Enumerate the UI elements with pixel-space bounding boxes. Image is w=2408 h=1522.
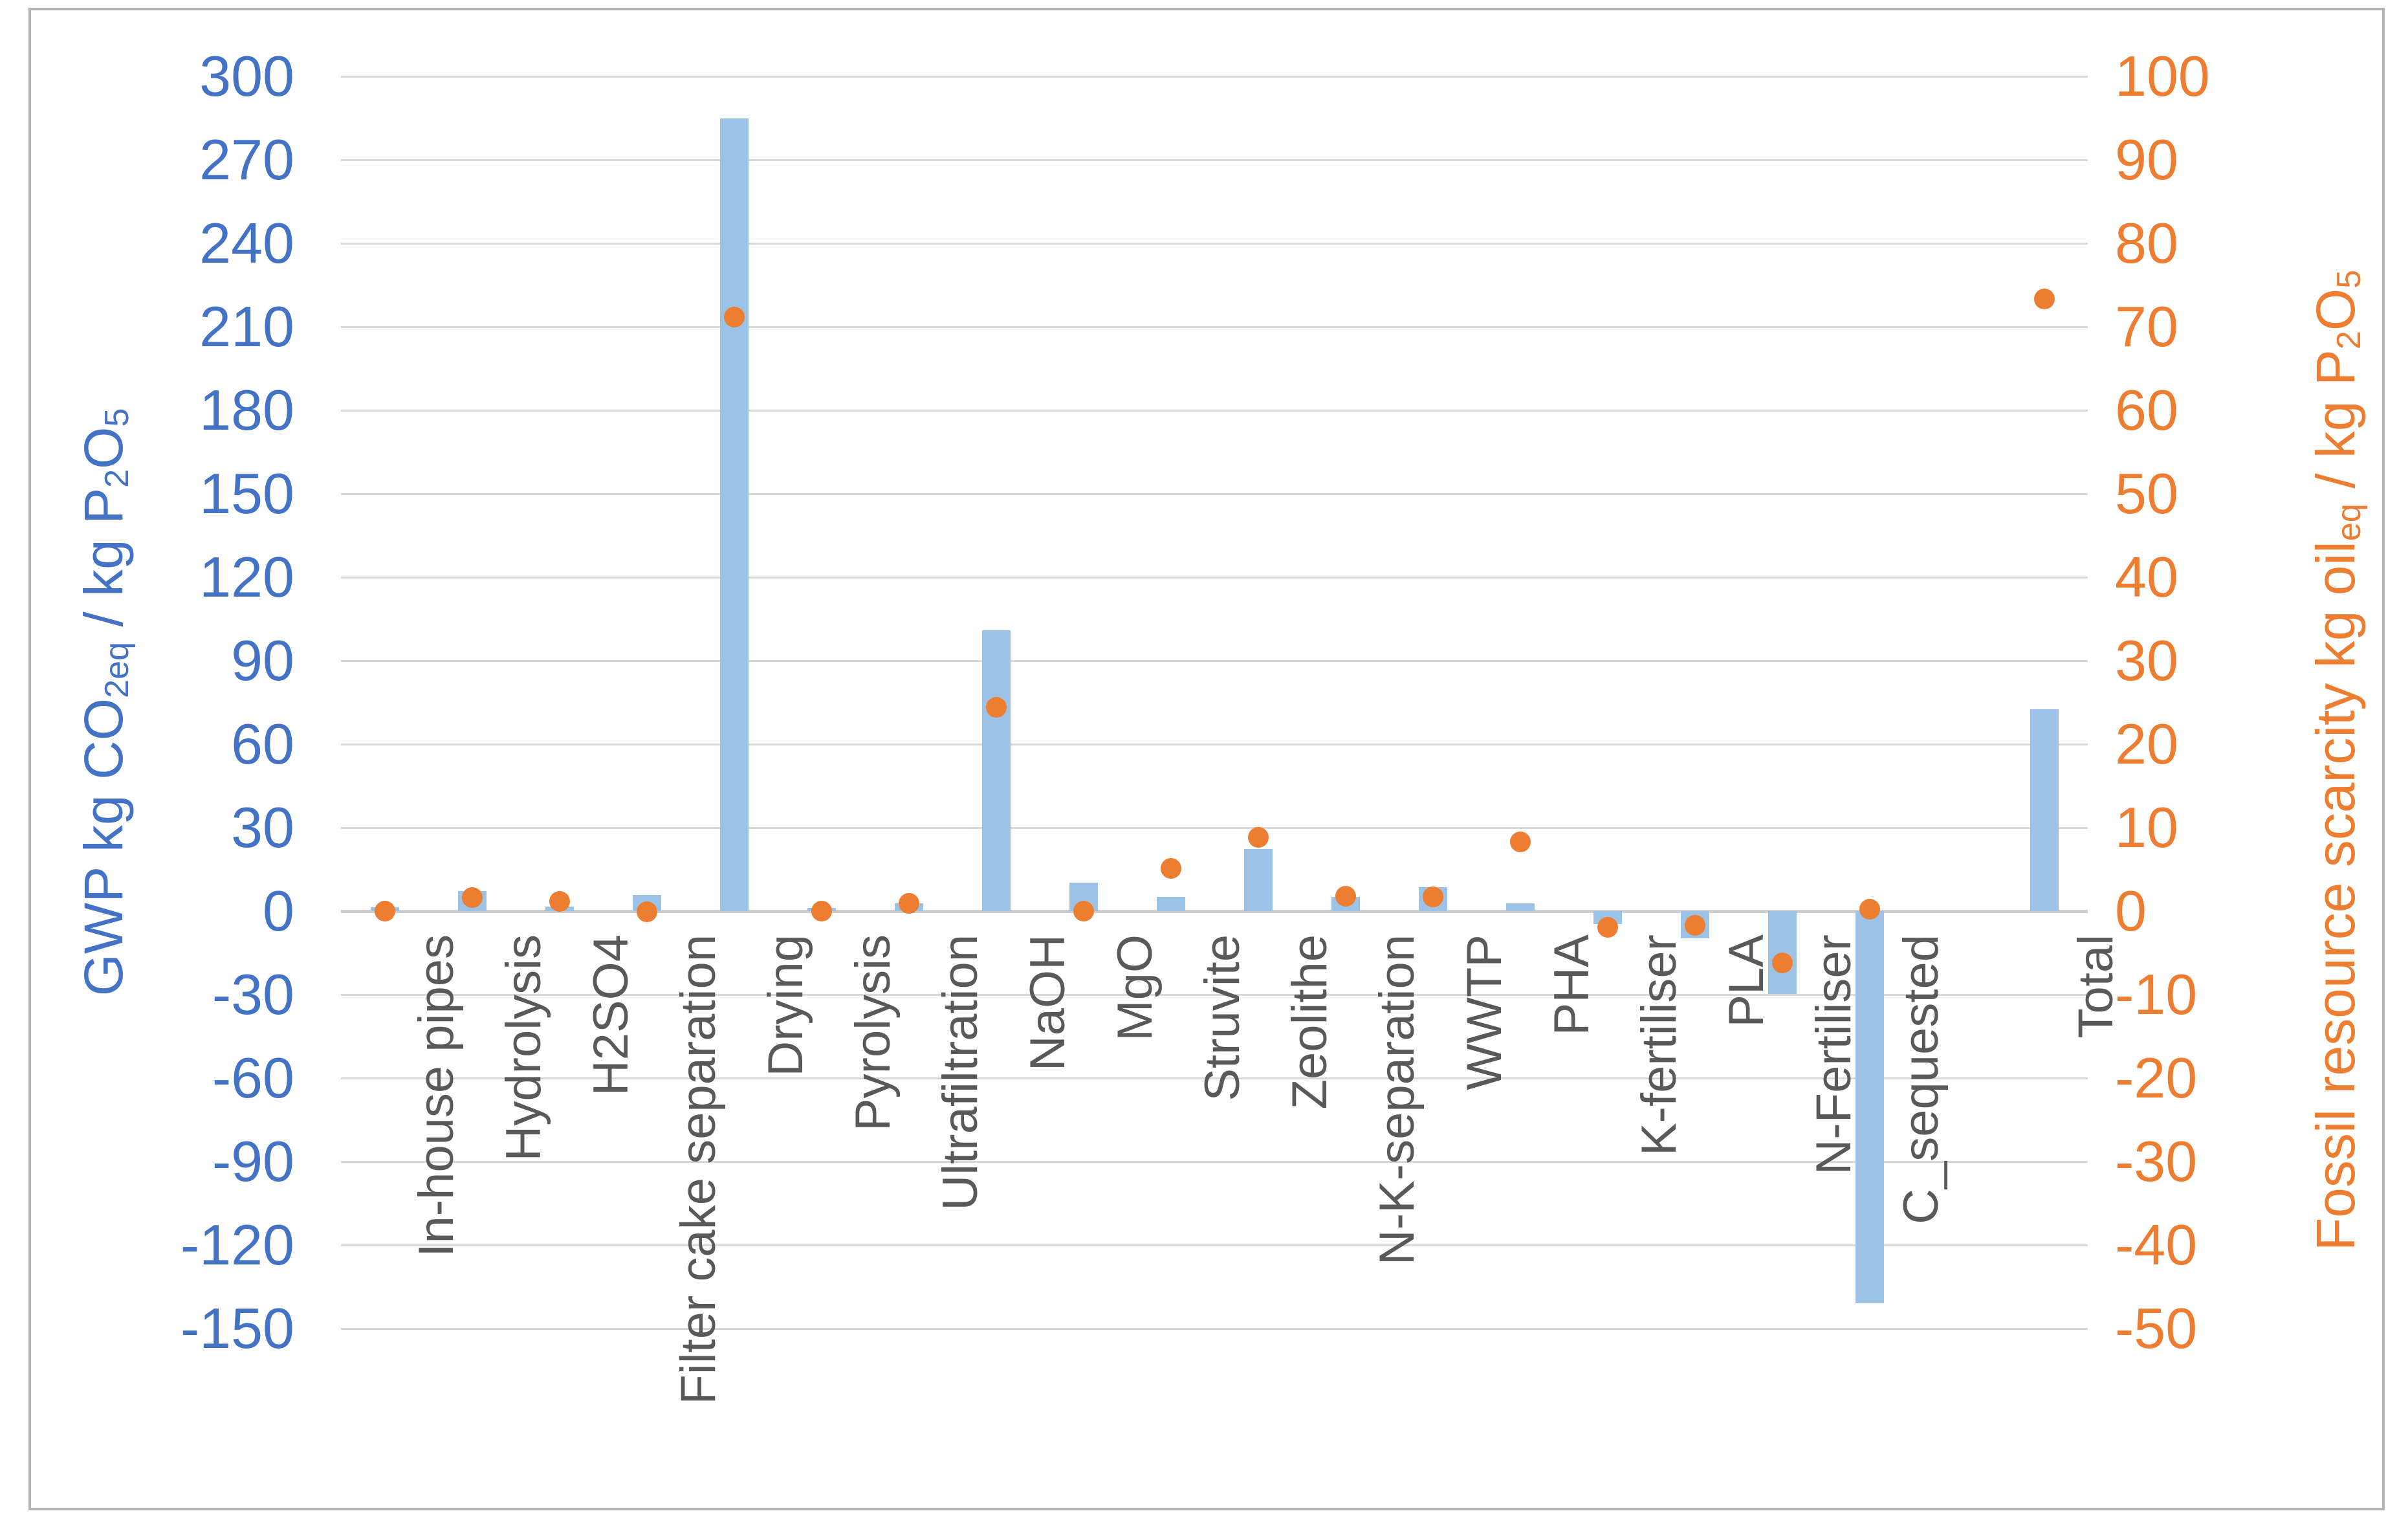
category-label-PLA: PLA	[1718, 934, 1774, 1028]
category-label-Pyrolysis: Pyrolysis	[845, 934, 901, 1132]
gridline	[341, 826, 2088, 829]
category-label-Total: Total	[2068, 934, 2123, 1039]
marker-Total	[2033, 289, 2055, 310]
gridline	[341, 993, 2088, 996]
marker-Zeolithe	[1247, 827, 1269, 848]
bar-C_sequested	[1855, 911, 1884, 1304]
right-tick-label: 40	[2115, 545, 2178, 609]
left-tick-label: -120	[180, 1213, 294, 1277]
right-tick-label: -50	[2115, 1296, 2198, 1360]
right-tick-label: -20	[2115, 1046, 2198, 1110]
category-label-Ultrafiltration: Ultrafiltration	[932, 934, 988, 1211]
marker-NaOH	[985, 697, 1007, 718]
right-tick-label: 50	[2115, 461, 2178, 525]
category-label-Filter cake separation: Filter cake separation	[670, 934, 726, 1405]
left-tick-label: 210	[199, 294, 294, 358]
category-label-Zeolithe: Zeolithe	[1282, 934, 1337, 1110]
left-tick-label: 300	[199, 44, 294, 108]
gridline	[341, 1244, 2088, 1246]
right-tick-label: -10	[2115, 962, 2198, 1026]
bar-Struvite	[1156, 897, 1185, 911]
gridline	[341, 576, 2088, 579]
gridline	[341, 659, 2088, 662]
marker-WWTP	[1422, 887, 1443, 908]
category-label-N-Fertiliser: N-Fertiliser	[1806, 934, 1861, 1175]
left-tick-label: 180	[199, 378, 294, 442]
marker-Pyrolysis	[811, 901, 832, 921]
category-label-H2SO4: H2SO4	[583, 934, 639, 1096]
bar-Zeolithe	[1243, 848, 1273, 911]
left-tick-label: 270	[199, 127, 294, 192]
marker-H2SO4	[549, 890, 570, 912]
right-tick-label: 70	[2115, 294, 2178, 358]
category-label-K-fertiliser: K-fertiliser	[1631, 934, 1687, 1156]
bar-NaOH	[981, 630, 1011, 911]
gridline	[341, 1160, 2088, 1163]
left-tick-label: 120	[199, 545, 294, 609]
marker-N-K-separation	[1335, 885, 1356, 907]
left-tick-label: -90	[212, 1129, 294, 1193]
zero-gridline	[341, 909, 2088, 913]
right-tick-label: 90	[2115, 127, 2178, 192]
subscript: 5	[2330, 269, 2369, 289]
category-label-NaOH: NaOH	[1020, 934, 1075, 1072]
gridline	[341, 409, 2088, 412]
left-tick-label: 60	[231, 712, 294, 776]
marker-PLA	[1684, 914, 1705, 936]
marker-Struvite	[1160, 858, 1181, 879]
marker-Hydrolysis	[461, 887, 483, 909]
right-tick-label: 0	[2115, 879, 2147, 943]
left-tick-label: 240	[199, 211, 294, 275]
chart-border	[28, 8, 2385, 1510]
right-tick-label: 20	[2115, 712, 2178, 776]
right-tick-label: 100	[2115, 44, 2210, 108]
category-label-MgO: MgO	[1107, 934, 1163, 1041]
left-tick-label: 30	[231, 795, 294, 859]
marker-N-Fertiliser	[1771, 952, 1793, 973]
gridline	[341, 75, 2088, 78]
category-label-C_sequested: C_sequested	[1893, 934, 1949, 1224]
category-label-WWTP: WWTP	[1456, 934, 1512, 1090]
marker-MgO	[1073, 901, 1094, 921]
gridline	[341, 1077, 2088, 1079]
bar-PHA	[1505, 903, 1535, 911]
marker-Ultrafiltration	[898, 893, 919, 914]
right-tick-label: 10	[2115, 795, 2178, 859]
marker-K-fertiliser	[1597, 916, 1618, 938]
gridline	[341, 743, 2088, 745]
marker-C_sequested	[1859, 899, 1880, 920]
marker-PHA	[1509, 831, 1531, 852]
category-label-Drying: Drying	[758, 934, 813, 1077]
marker-In-house pipes	[374, 901, 395, 921]
left-tick-label: -60	[212, 1046, 294, 1110]
bar-Drying	[719, 118, 749, 911]
left-tick-label: -150	[180, 1296, 294, 1360]
marker-Filter cake separation	[636, 901, 657, 923]
gridline	[341, 242, 2088, 245]
category-label-Hydrolysis: Hydrolysis	[496, 934, 551, 1162]
category-label-Struvite: Struvite	[1194, 934, 1250, 1101]
left-tick-label: 150	[199, 461, 294, 525]
marker-Drying	[723, 306, 745, 327]
category-label-N-K-separation: N-K-separation	[1369, 934, 1425, 1266]
bar-Total	[2030, 709, 2059, 911]
right-tick-label: 80	[2115, 211, 2178, 275]
category-label-In-house pipes: In-house pipes	[408, 934, 464, 1257]
right-tick-label: 30	[2115, 628, 2178, 692]
left-tick-label: -30	[212, 962, 294, 1026]
gridline	[341, 159, 2088, 161]
right-tick-label: -30	[2115, 1129, 2198, 1193]
category-label-PHA: PHA	[1544, 934, 1599, 1036]
gridline	[341, 492, 2088, 495]
left-tick-label: 0	[263, 879, 294, 943]
right-tick-label: 60	[2115, 378, 2178, 442]
left-tick-label: 90	[231, 628, 294, 692]
gridline	[341, 1327, 2088, 1330]
gridline	[341, 325, 2088, 328]
right-tick-label: -40	[2115, 1213, 2198, 1277]
